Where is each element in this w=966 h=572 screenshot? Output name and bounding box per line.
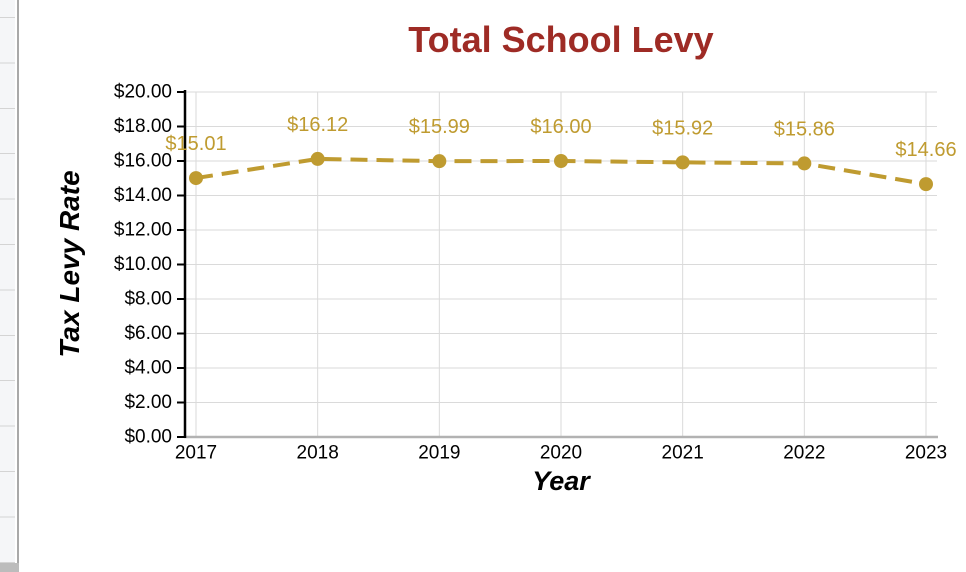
data-point-marker <box>432 154 447 169</box>
y-tick-label: $16.00 <box>114 151 172 172</box>
x-tick-label: 2018 <box>297 443 339 464</box>
y-tick-label: $2.00 <box>124 392 172 413</box>
y-tick-label: $0.00 <box>124 427 172 448</box>
data-label: $15.86 <box>774 118 835 140</box>
data-label: $15.92 <box>652 117 713 139</box>
y-tick-label: $12.00 <box>114 220 172 241</box>
x-tick-label: 2019 <box>418 443 460 464</box>
data-point-marker <box>554 154 568 168</box>
x-axis-title: Year <box>532 466 590 496</box>
y-tick-label: $18.00 <box>114 116 172 137</box>
x-tick-label: 2017 <box>175 443 217 464</box>
data-label: $15.99 <box>409 116 470 138</box>
y-tick-label: $20.00 <box>114 82 172 103</box>
spreadsheet-row-gridlines <box>0 17 15 563</box>
x-tick-label: 2021 <box>662 443 704 464</box>
data-point-marker <box>310 151 325 166</box>
data-point-marker <box>189 171 203 186</box>
y-tick-label: $4.00 <box>124 358 172 379</box>
y-tick-label: $6.00 <box>124 323 172 344</box>
x-tick-label: 2020 <box>540 443 582 464</box>
data-point-marker <box>675 155 690 170</box>
y-tick-label: $14.00 <box>114 185 172 206</box>
data-label: $16.00 <box>530 116 591 138</box>
data-label: $16.12 <box>287 114 348 136</box>
data-label: $15.01 <box>165 133 226 155</box>
chart-title: Total School Levy <box>408 19 714 60</box>
spreadsheet-gutter-bottom-block <box>0 563 19 572</box>
y-tick-label: $8.00 <box>124 289 172 310</box>
data-point-marker <box>797 156 812 171</box>
spreadsheet-left-gutter <box>0 0 20 572</box>
x-tick-label: 2022 <box>783 443 825 464</box>
data-point-marker <box>919 177 933 192</box>
spreadsheet-gutter-border <box>17 0 19 563</box>
data-label: $14.66 <box>895 139 956 161</box>
x-tick-label: 2023 <box>905 443 947 464</box>
y-tick-label: $10.00 <box>114 254 172 275</box>
y-axis-title: Tax Levy Rate <box>54 170 85 358</box>
